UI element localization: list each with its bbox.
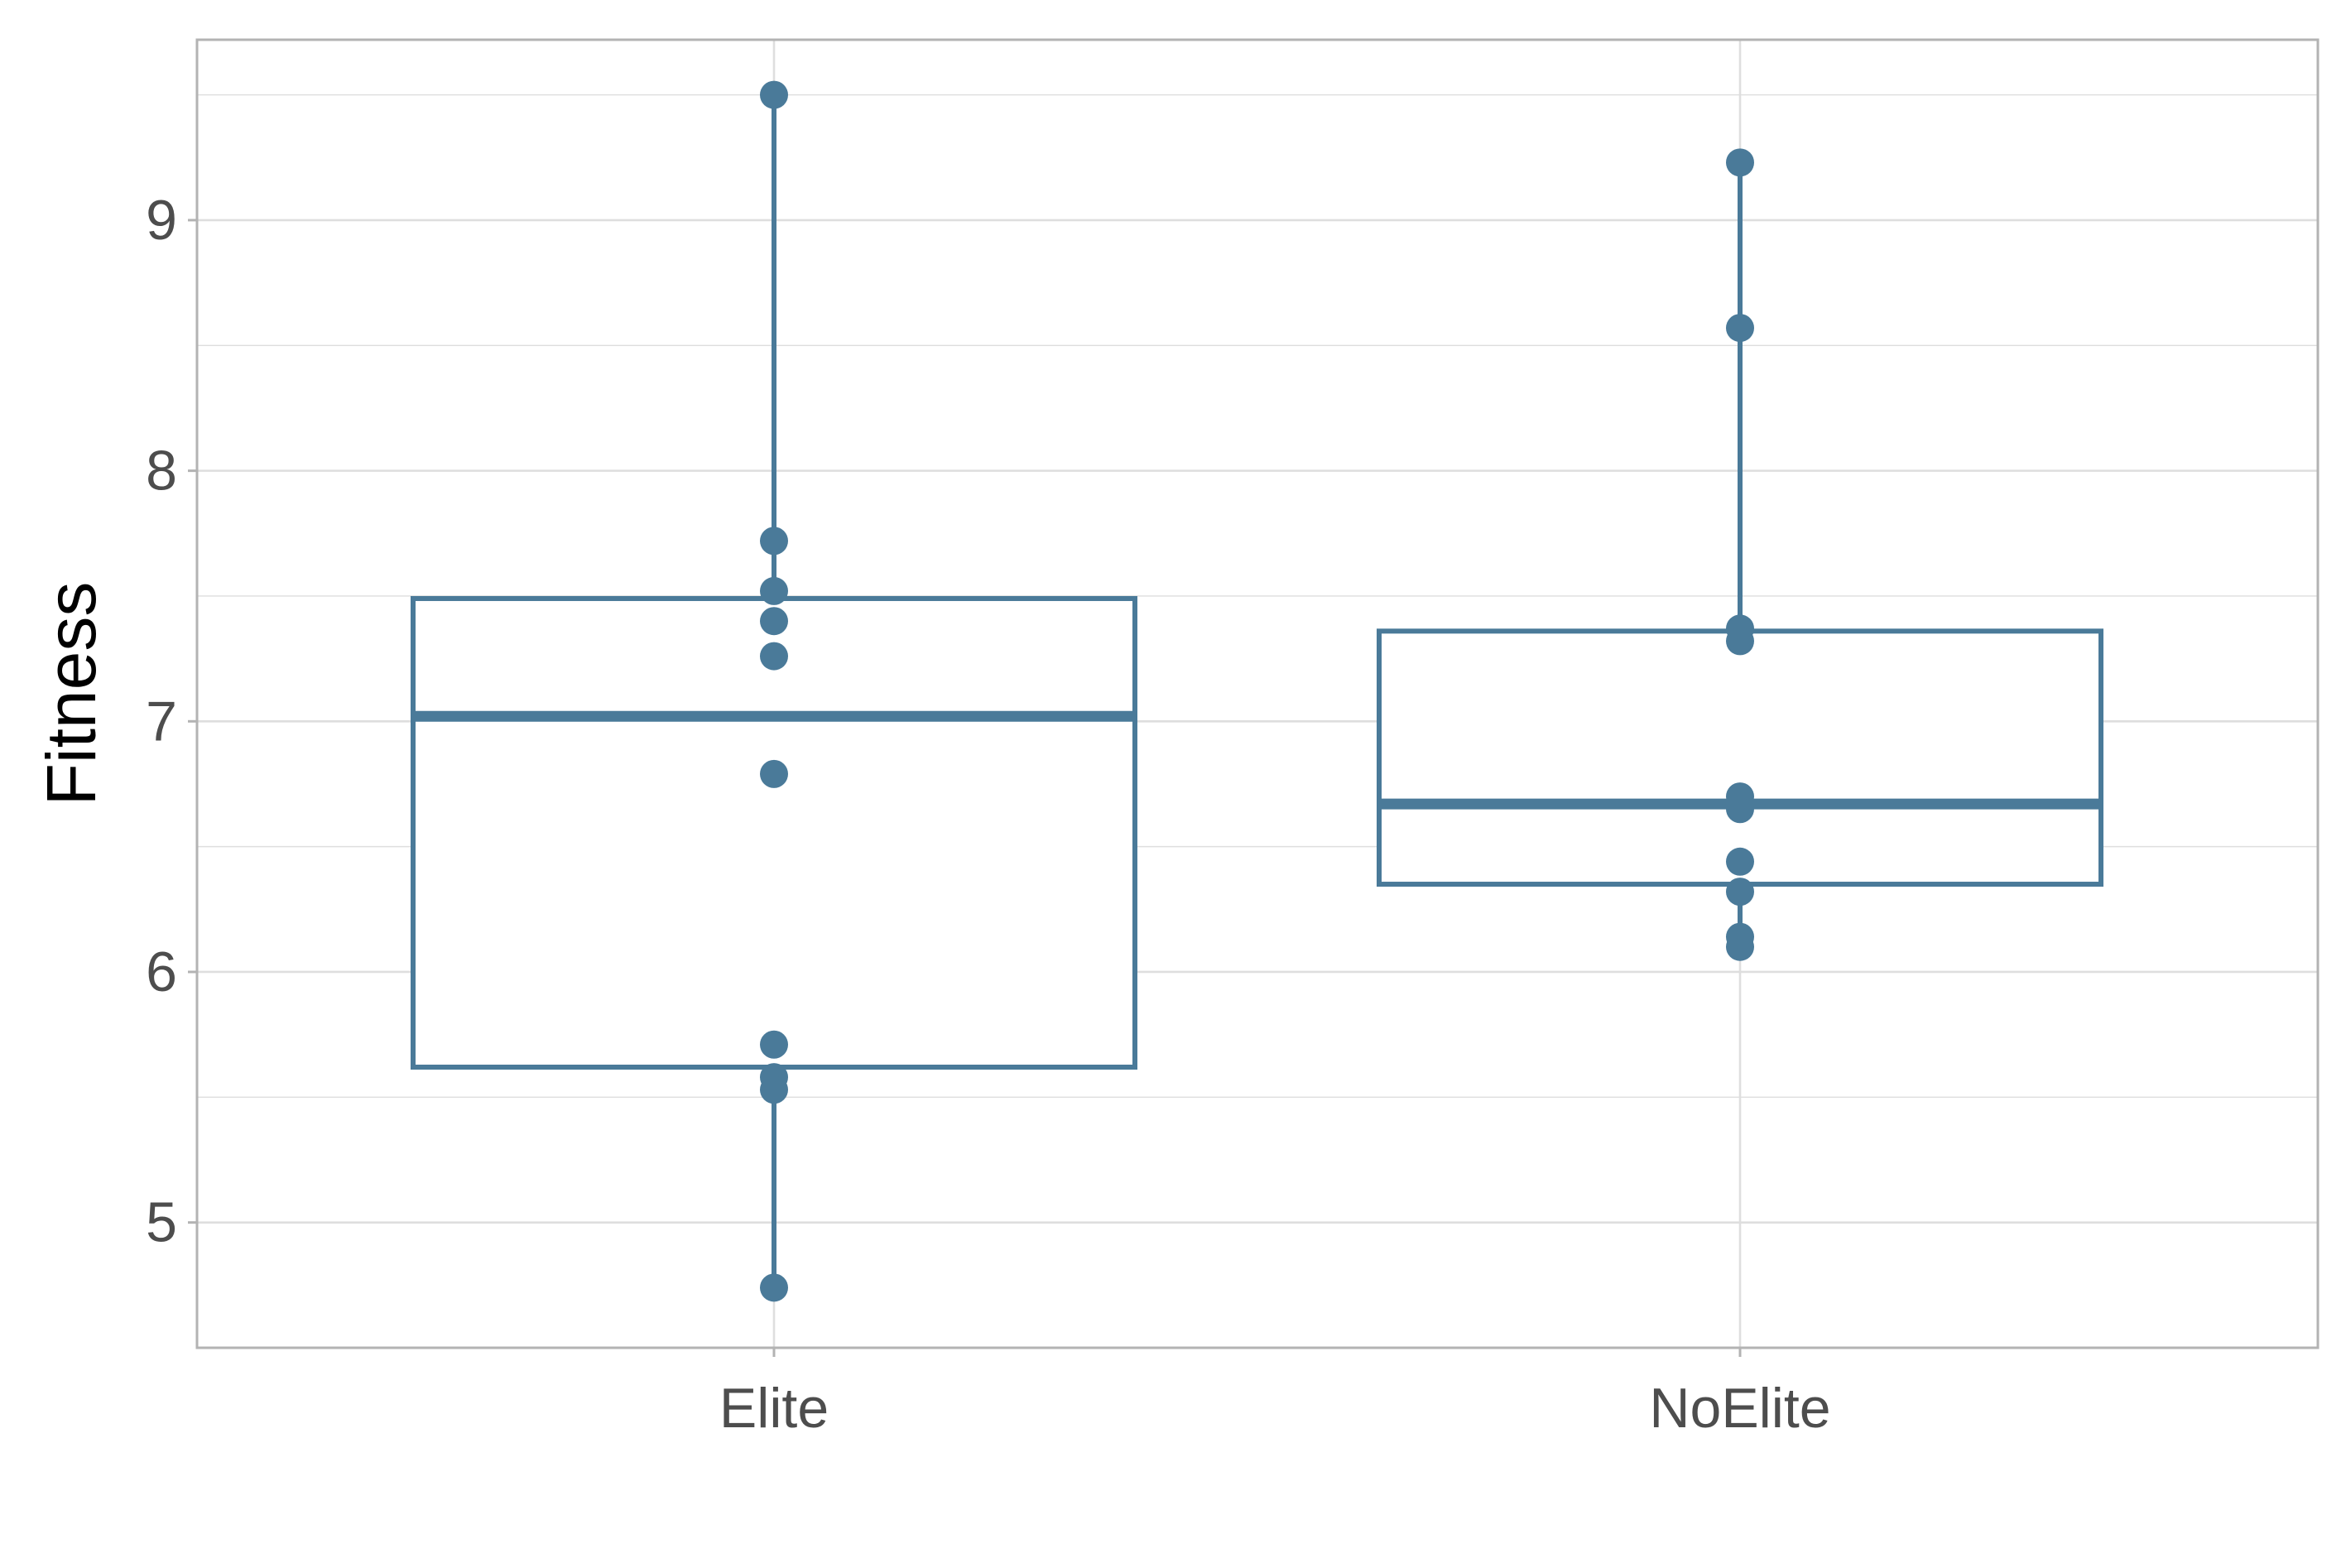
data-point-elite — [760, 1030, 788, 1059]
box-elite — [411, 94, 1137, 1288]
data-point-elite — [760, 1075, 788, 1104]
data-point-noelite — [1726, 627, 1754, 656]
iqr-box — [1377, 628, 2103, 887]
x-tick-label: Elite — [719, 1377, 829, 1440]
data-point-noelite — [1726, 795, 1754, 824]
panel-border — [195, 38, 2320, 1349]
data-point-elite — [760, 576, 788, 605]
data-point-noelite — [1726, 878, 1754, 907]
y-axis-title: Fitness — [32, 582, 110, 806]
y-tick-label: 5 — [146, 1191, 177, 1254]
x-axis-ticks: Elite NoElite — [719, 1348, 1831, 1440]
data-point-noelite — [1726, 847, 1754, 876]
data-point-elite — [760, 607, 788, 636]
data-point-elite — [760, 759, 788, 788]
data-point-elite — [760, 527, 788, 556]
data-point-elite — [760, 642, 788, 671]
data-point-elite — [760, 1273, 788, 1302]
data-point-elite — [760, 80, 788, 109]
x-tick-label: NoElite — [1649, 1377, 1830, 1440]
y-tick-label: 6 — [146, 940, 177, 1003]
data-point-noelite — [1726, 314, 1754, 343]
iqr-box — [411, 595, 1137, 1070]
y-tick-label: 9 — [146, 189, 177, 252]
y-axis-ticks: 5 6 7 8 9 — [146, 189, 197, 1254]
data-point-noelite — [1726, 148, 1754, 177]
data-point-noelite — [1726, 932, 1754, 961]
y-tick-label: 8 — [146, 440, 177, 503]
point-layer — [760, 80, 1754, 1302]
y-tick-label: 7 — [146, 690, 177, 753]
